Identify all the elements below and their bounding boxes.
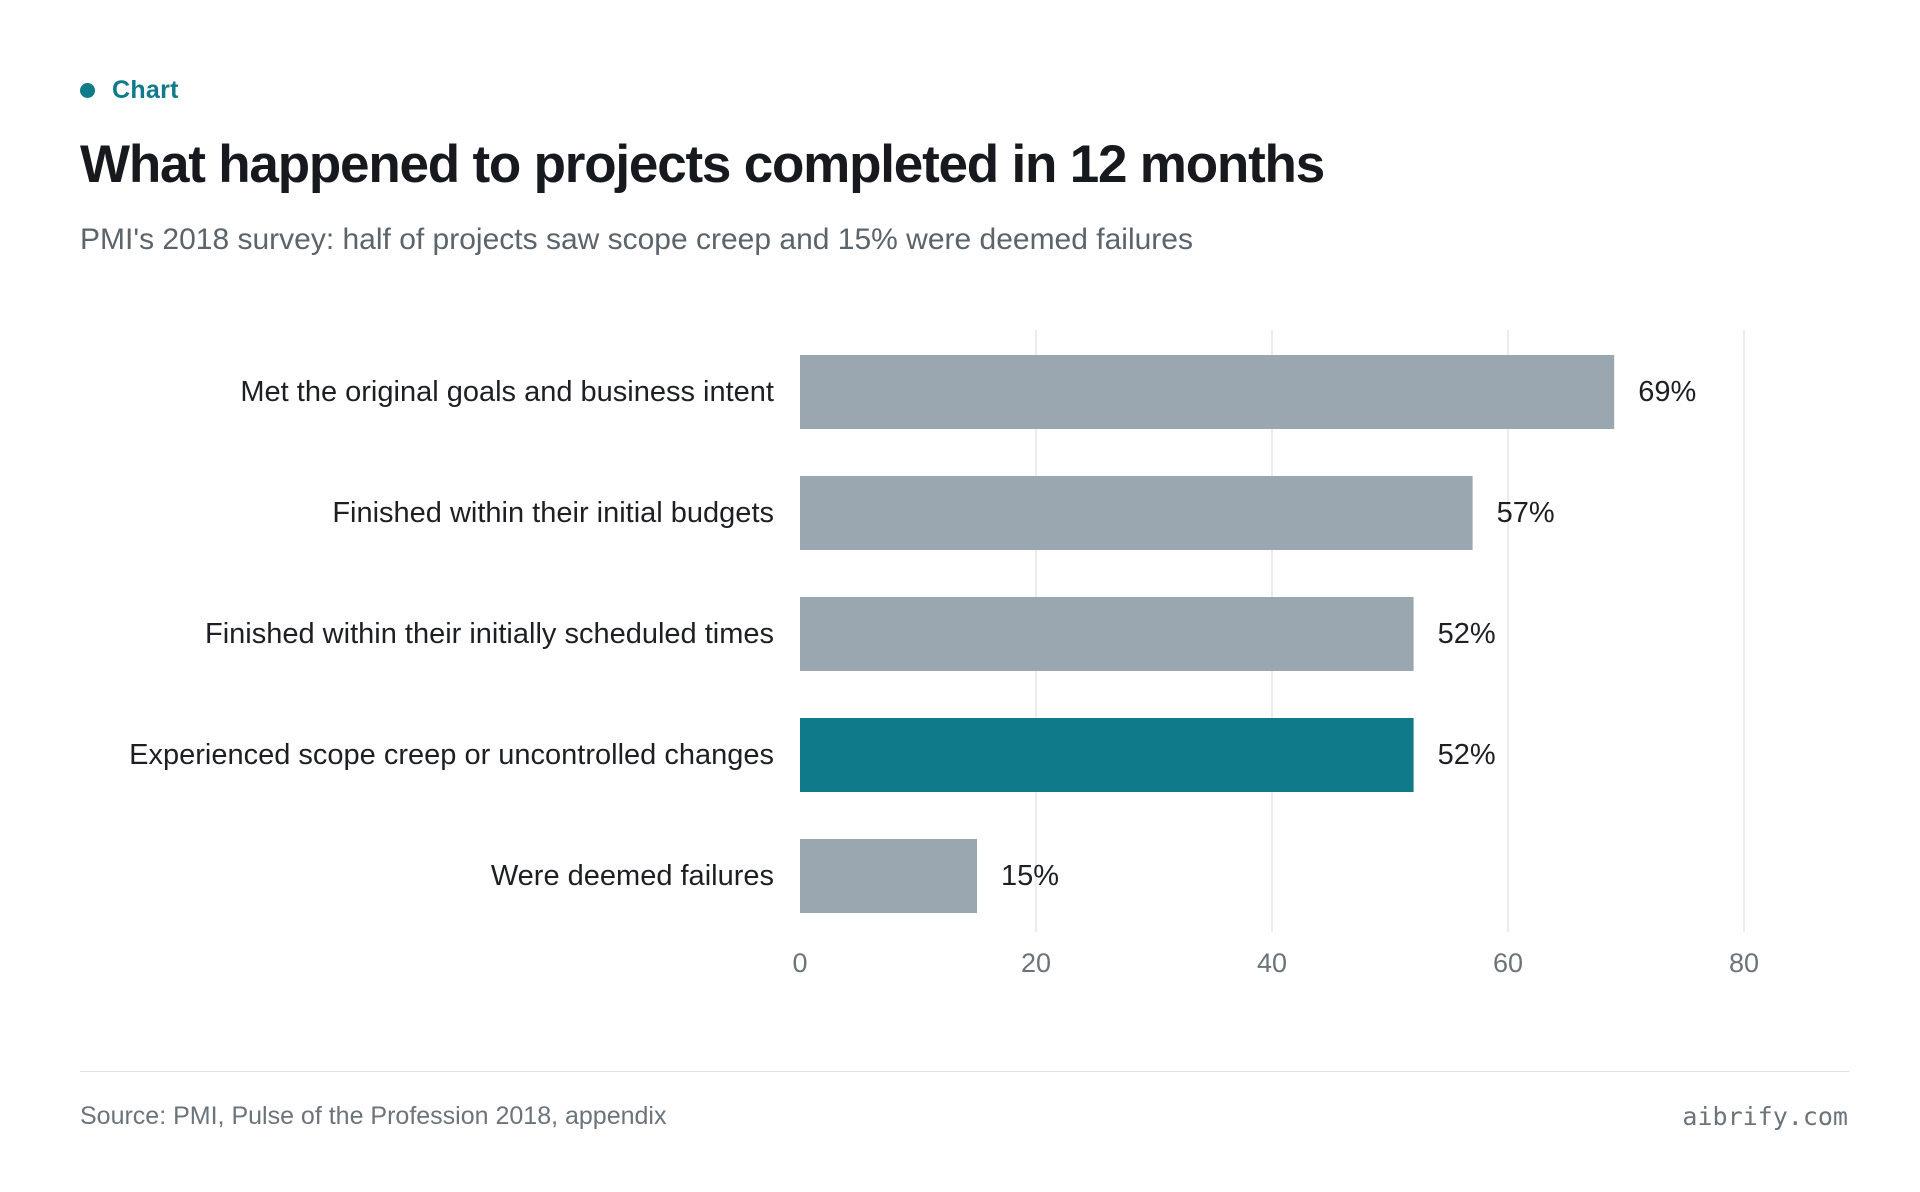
category-labels: Met the original goals and business inte… — [129, 376, 774, 892]
bars — [800, 355, 1615, 913]
category-label: Met the original goals and business inte… — [240, 376, 774, 408]
brand-link[interactable]: aibrify.com — [1682, 1102, 1848, 1131]
value-label: 52% — [1438, 618, 1496, 650]
category-label: Finished within their initially schedule… — [205, 618, 774, 650]
bar[interactable] — [800, 355, 1615, 429]
category-label: Experienced scope creep or uncontrolled … — [129, 739, 774, 771]
chart-title: What happened to projects completed in 1… — [80, 135, 1325, 194]
eyebrow-dot-icon — [80, 82, 95, 98]
x-tick-label: 80 — [1729, 948, 1759, 978]
bar-chart: Met the original goals and business inte… — [129, 330, 1759, 978]
x-tick-label: 40 — [1257, 948, 1287, 978]
value-label: 52% — [1438, 739, 1496, 771]
value-label: 69% — [1638, 376, 1696, 408]
bar[interactable] — [800, 476, 1473, 550]
source-note: Source: PMI, Pulse of the Profession 201… — [80, 1102, 667, 1130]
x-axis-ticks: 0 20 40 60 80 — [792, 948, 1759, 978]
x-tick-label: 60 — [1493, 948, 1523, 978]
value-labels: 69% 57% 52% 52% 15% — [1001, 376, 1696, 892]
chart-subtitle: PMI's 2018 survey: half of projects saw … — [80, 223, 1193, 256]
value-label: 57% — [1497, 497, 1555, 529]
bar[interactable] — [800, 839, 977, 913]
category-label: Finished within their initial budgets — [332, 497, 774, 529]
bar[interactable] — [800, 718, 1414, 792]
x-tick-label: 20 — [1021, 948, 1051, 978]
value-label: 15% — [1001, 860, 1059, 892]
eyebrow-label: Chart — [112, 75, 179, 104]
category-label: Were deemed failures — [491, 860, 774, 892]
footer-divider — [80, 1071, 1849, 1072]
chart-eyebrow: Chart — [80, 74, 179, 106]
x-tick-label: 0 — [792, 948, 807, 978]
bar[interactable] — [800, 597, 1414, 671]
